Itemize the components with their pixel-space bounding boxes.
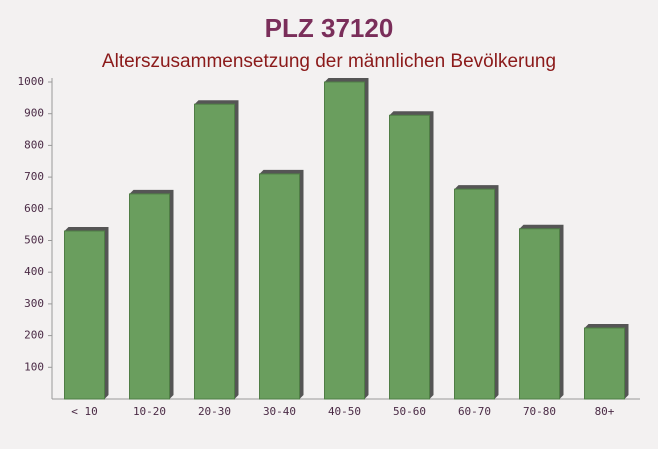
bar bbox=[519, 228, 560, 400]
bar bbox=[454, 188, 495, 400]
y-tick-label: 200 bbox=[24, 329, 44, 342]
x-tick-label: 60-70 bbox=[458, 405, 491, 418]
x-tick-label: 80+ bbox=[595, 405, 615, 418]
y-tick-label: 900 bbox=[24, 107, 44, 120]
y-tick-label: 700 bbox=[24, 170, 44, 183]
y-tick-label: 300 bbox=[24, 297, 44, 310]
y-tick-label: 800 bbox=[24, 138, 44, 151]
x-tick-label: 10-20 bbox=[133, 405, 166, 418]
bar bbox=[584, 327, 625, 400]
x-tick-label: 40-50 bbox=[328, 405, 361, 418]
x-tick-label: 20-30 bbox=[198, 405, 231, 418]
bar bbox=[194, 103, 235, 400]
chart-subtitle: Alterszusammensetzung der männlichen Bev… bbox=[102, 51, 556, 72]
bar bbox=[129, 193, 170, 400]
x-tick-label: 70-80 bbox=[523, 405, 556, 418]
y-tick-label: 600 bbox=[24, 202, 44, 215]
bar bbox=[324, 81, 365, 400]
y-tick-label: 500 bbox=[24, 234, 44, 247]
y-tick-label: 100 bbox=[24, 360, 44, 373]
bar bbox=[259, 173, 300, 400]
x-tick-label: < 10 bbox=[71, 405, 98, 418]
bar bbox=[389, 114, 430, 400]
y-tick-label: 1000 bbox=[18, 75, 45, 88]
x-tick-label: 30-40 bbox=[263, 405, 296, 418]
chart-title: PLZ 37120 bbox=[265, 13, 394, 43]
x-tick-label: 50-60 bbox=[393, 405, 426, 418]
y-tick-label: 400 bbox=[24, 265, 44, 278]
bar bbox=[64, 230, 105, 400]
